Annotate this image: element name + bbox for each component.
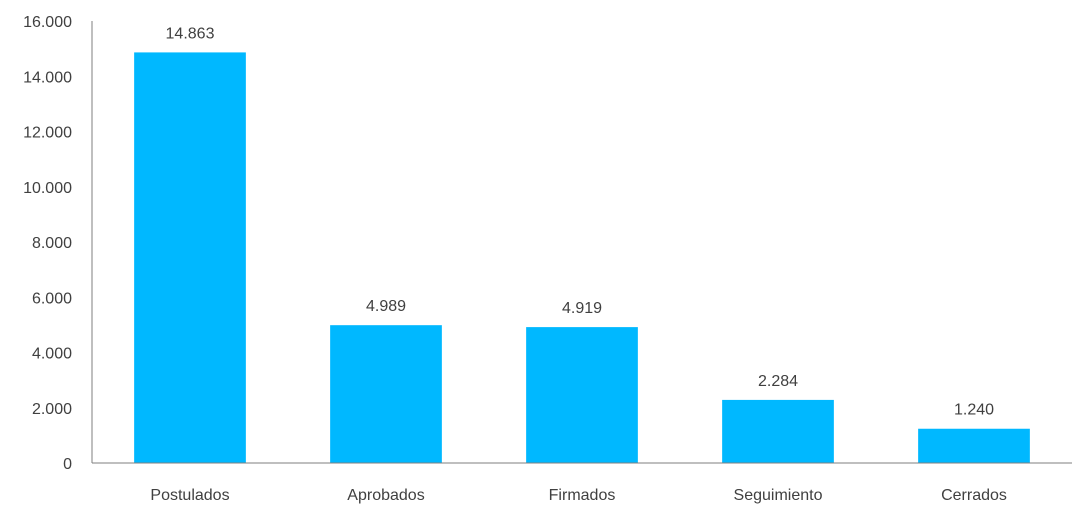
bar [918, 428, 1030, 463]
bars [134, 52, 1030, 463]
y-tick-label: 14.000 [23, 69, 72, 86]
bar [134, 52, 246, 463]
data-labels: 14.863 4.989 4.919 2.284 1.240 [166, 25, 995, 418]
bar-value-label: 4.989 [366, 298, 406, 315]
x-category-label: Aprobados [347, 487, 424, 504]
x-axis-categories: Postulados Aprobados Firmados Seguimiento Ce… [150, 487, 1006, 504]
y-tick-label: 10.000 [23, 180, 72, 197]
y-tick-label: 6.000 [32, 290, 72, 307]
x-category-label: Seguimiento [734, 487, 823, 504]
bar [330, 325, 442, 463]
bar-value-label: 4.919 [562, 300, 602, 317]
bar [526, 327, 638, 463]
y-tick-label: 2.000 [32, 401, 72, 418]
bar-value-label: 1.240 [954, 402, 994, 419]
y-axis-ticks: 0 2.000 4.000 6.000 8.000 10.000 12.000 14.000 1… [23, 14, 72, 473]
y-tick-label: 4.000 [32, 346, 72, 363]
y-tick-label: 8.000 [32, 235, 72, 252]
y-tick-label: 16.000 [23, 14, 72, 31]
y-tick-label: 12.000 [23, 125, 72, 142]
bar [722, 399, 834, 463]
x-category-label: Firmados [549, 487, 616, 504]
bar-value-label: 14.863 [166, 25, 215, 42]
y-tick-label: 0 [63, 456, 72, 473]
x-category-label: Cerrados [941, 487, 1007, 504]
bar-value-label: 2.284 [758, 373, 798, 390]
x-category-label: Postulados [150, 487, 229, 504]
